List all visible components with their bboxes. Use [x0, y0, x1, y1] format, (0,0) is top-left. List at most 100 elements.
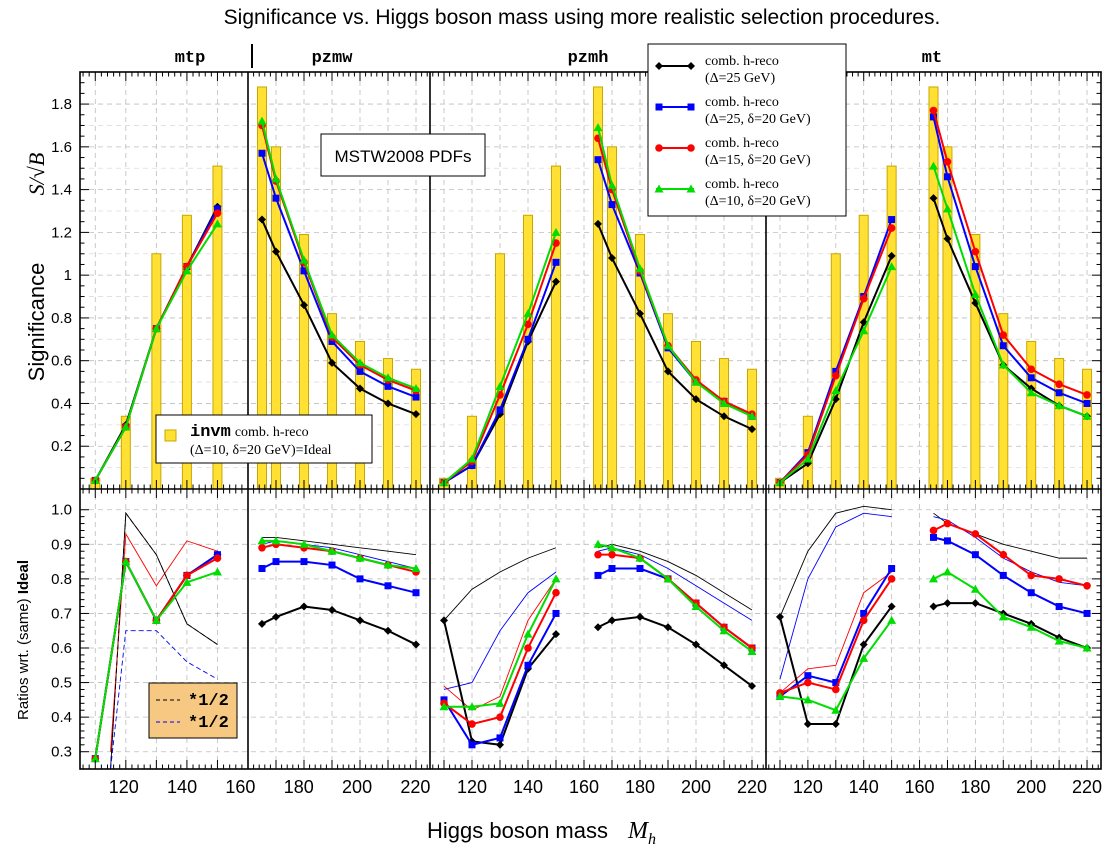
point-diamond — [887, 251, 896, 260]
point-square — [888, 216, 896, 224]
point-circle — [1027, 571, 1036, 580]
point-diamond — [356, 616, 364, 625]
point-diamond — [943, 234, 952, 243]
point-circle — [831, 371, 840, 380]
legend-box — [647, 43, 847, 217]
point-square — [1083, 609, 1091, 617]
point-diamond — [300, 301, 308, 310]
point-triangle — [551, 227, 561, 236]
point-triangle — [121, 422, 131, 431]
point-square — [356, 575, 364, 583]
point-square — [999, 571, 1007, 579]
point-square — [655, 103, 663, 111]
legend-bar-detail: (Δ=10, δ=20 GeV)=Ideal — [190, 443, 332, 458]
point-triangle — [970, 289, 980, 298]
point-square — [594, 571, 602, 579]
x-tick-label: 160 — [905, 777, 935, 797]
point-diamond — [384, 399, 392, 408]
point-diamond — [692, 395, 700, 404]
y-tick-label-bottom: 0.7 — [51, 605, 72, 622]
point-circle — [524, 644, 532, 652]
point-diamond — [328, 358, 336, 367]
point-triangle — [635, 264, 645, 273]
point-triangle — [942, 204, 952, 213]
point-diamond — [664, 623, 672, 632]
point-circle — [943, 158, 952, 166]
point-square — [608, 565, 616, 573]
point-diamond — [272, 612, 280, 621]
point-triangle — [1026, 388, 1036, 397]
point-square — [272, 194, 280, 202]
point-triangle — [411, 564, 421, 573]
point-square — [496, 734, 504, 742]
point-triangle — [1054, 636, 1064, 645]
point-triangle — [970, 584, 980, 593]
y-axis-label-bottom-bold: Ideal — [15, 560, 32, 594]
legend-label-detail: (Δ=25, δ=20 GeV) — [705, 112, 811, 127]
point-triangle — [887, 615, 897, 624]
point-triangle — [1082, 643, 1092, 652]
point-square — [1055, 603, 1063, 611]
point-square — [524, 335, 532, 343]
point-square — [930, 113, 937, 121]
x-axis-symbol-main: M — [627, 818, 650, 844]
point-square — [412, 589, 420, 597]
x-tick-label: 180 — [284, 777, 314, 797]
point-circle — [1027, 365, 1036, 374]
annotation-text: MSTW2008 PDFs — [335, 147, 472, 166]
point-triangle — [747, 411, 757, 420]
point-circle — [1083, 581, 1091, 590]
y-tick-label-bottom: 0.9 — [51, 536, 72, 553]
thin-line-black — [933, 512, 1088, 559]
bar-ideal — [495, 253, 505, 490]
point-diamond — [258, 215, 266, 224]
point-square — [552, 609, 560, 617]
legend-bar-swatch — [164, 429, 177, 442]
bar-ideal — [1054, 358, 1065, 490]
y-tick-label-top: 1 — [64, 267, 72, 284]
point-square — [636, 565, 644, 573]
legend-ratio-box — [148, 682, 238, 739]
point-diamond — [594, 623, 602, 632]
point-triangle — [1082, 411, 1092, 420]
point-square — [258, 565, 266, 573]
series-line-blue — [933, 536, 1088, 615]
point-triangle — [1054, 401, 1064, 410]
point-diamond — [636, 309, 644, 318]
legend-bar-box — [155, 414, 373, 464]
point-triangle — [929, 161, 938, 170]
legend-ratio-label: *1/2 — [188, 714, 229, 733]
x-tick-label: 140 — [167, 777, 197, 797]
point-triangle — [859, 326, 869, 335]
point-diamond — [887, 602, 896, 611]
point-triangle — [747, 646, 757, 655]
point-triangle — [151, 324, 161, 333]
bar-ideal — [886, 165, 897, 490]
point-diamond — [636, 612, 644, 621]
y-tick-label-top: 0.4 — [51, 395, 72, 412]
point-triangle — [691, 377, 701, 386]
point-square — [999, 342, 1007, 350]
point-square — [943, 537, 951, 545]
point-square — [1055, 389, 1063, 397]
point-triangle — [383, 373, 393, 382]
x-tick-label: 180 — [960, 777, 990, 797]
point-circle — [887, 224, 896, 232]
point-diamond — [859, 640, 868, 649]
point-diamond — [655, 62, 663, 70]
point-triangle — [998, 612, 1008, 621]
point-square — [1027, 589, 1035, 597]
point-triangle — [929, 574, 938, 583]
point-circle — [971, 530, 980, 538]
point-triangle — [593, 123, 603, 132]
point-diamond — [384, 626, 392, 635]
point-square — [384, 382, 392, 390]
point-diamond — [440, 616, 448, 625]
point-diamond — [608, 616, 616, 625]
point-diamond — [552, 630, 560, 639]
legend-label: comb. h-reco — [705, 54, 779, 69]
thin-line-blue — [779, 512, 892, 680]
point-triangle — [775, 691, 785, 700]
y-tick-label-top: 1.2 — [51, 224, 72, 241]
